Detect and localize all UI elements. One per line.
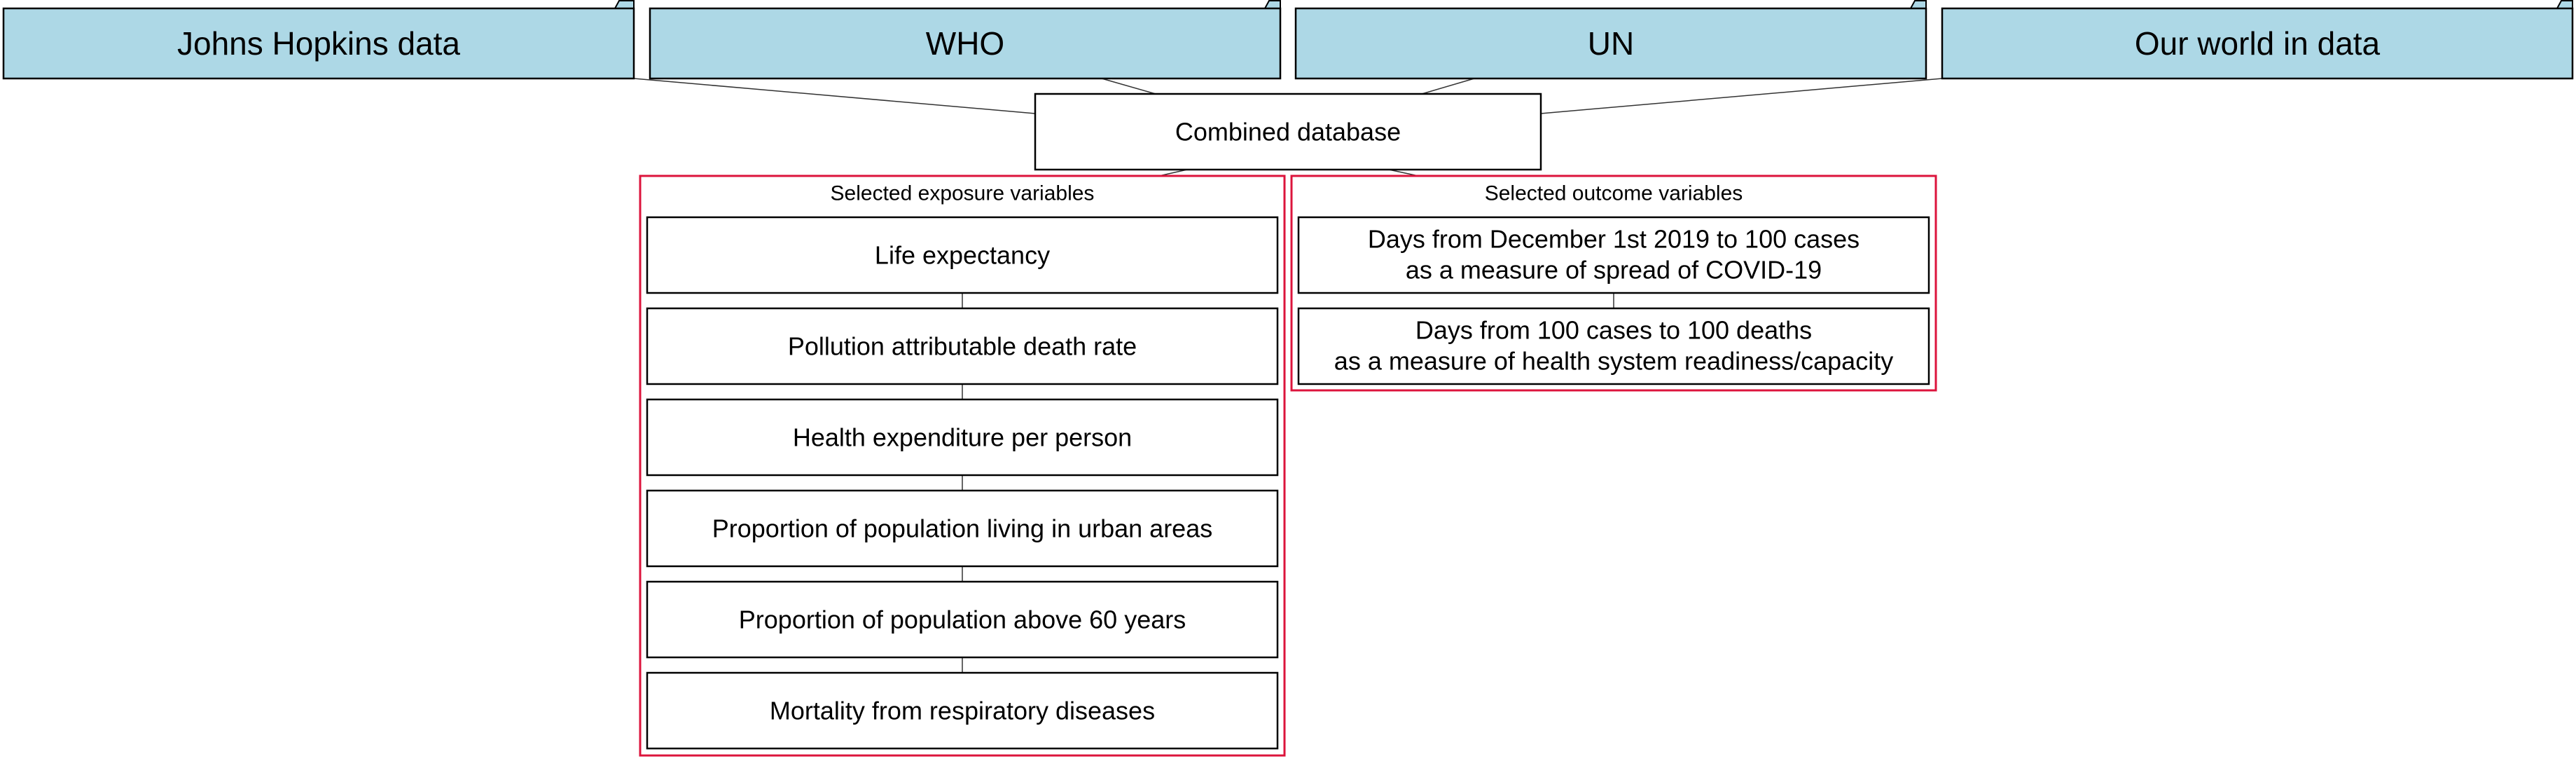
connector-jhu-combined	[633, 78, 1036, 114]
exposure-group-title: Selected exposure variables	[831, 182, 1095, 205]
variable-box-frame	[646, 307, 1279, 385]
exposure-variable-box: Mortality from respiratory diseases	[646, 671, 1279, 750]
exposure-variable-box: Life expectancy	[646, 216, 1279, 294]
outcome-variable-box: Days from 100 cases to 100 deaths as a m…	[1297, 307, 1930, 385]
variable-box-frame	[646, 580, 1279, 659]
exposure-group-border	[639, 175, 1286, 757]
variable-label: Pollution attributable death rate	[788, 332, 1137, 361]
source-box	[1294, 7, 1927, 80]
exposure-variable-box: Health expenditure per person	[646, 398, 1279, 477]
source-owid: Our world in data	[1941, 0, 2574, 80]
variable-label: Proportion of population living in urban…	[712, 514, 1212, 543]
folder-tab	[2556, 0, 2573, 9]
source-box	[649, 7, 1282, 80]
outcome-items: Days from December 1st 2019 to 100 cases…	[1297, 216, 1930, 385]
variable-label-line-2: as a measure of spread of COVID-19	[1406, 256, 1822, 285]
variable-box-frame	[646, 671, 1279, 750]
variable-box-frame	[1297, 216, 1930, 294]
variable-box-frame	[1297, 307, 1930, 385]
source-un: UN	[1294, 0, 1927, 80]
exposure-variables-group: Selected exposure variables Life expecta…	[639, 175, 1286, 757]
exposure-variable-box: Proportion of population above 60 years	[646, 580, 1279, 659]
source-label: UN	[1588, 25, 1634, 62]
exposure-variable-box: Pollution attributable death rate	[646, 307, 1279, 385]
combined-database-node: Combined database	[1034, 93, 1542, 171]
variable-label-line-2: as a measure of health system readiness/…	[1334, 347, 1893, 376]
connectors	[633, 78, 1943, 673]
variable-label: Health expenditure per person	[793, 423, 1132, 452]
source-label: WHO	[926, 25, 1004, 62]
variable-label: Proportion of population above 60 years	[739, 606, 1186, 634]
exposure-items: Life expectancy Pollution attributable d…	[646, 216, 1279, 750]
source-box	[1941, 7, 2574, 80]
folder-tab	[614, 0, 635, 9]
source-box	[2, 7, 635, 80]
source-label: Our world in data	[2135, 25, 2381, 62]
variable-label-line-1: Days from 100 cases to 100 deaths	[1415, 316, 1812, 345]
outcome-variable-box: Days from December 1st 2019 to 100 cases…	[1297, 216, 1930, 294]
variable-label: Mortality from respiratory diseases	[770, 697, 1155, 725]
combined-database-label: Combined database	[1175, 118, 1401, 146]
source-label: Johns Hopkins data	[177, 25, 460, 62]
variable-box-frame	[646, 216, 1279, 294]
exposure-variable-box: Proportion of population living in urban…	[646, 489, 1279, 568]
outcome-group-title: Selected outcome variables	[1485, 182, 1743, 205]
variable-label-line-1: Days from December 1st 2019 to 100 cases	[1368, 225, 1860, 254]
source-jhu: Johns Hopkins data	[2, 0, 635, 80]
outcome-variables-group: Selected outcome variables Days from Dec…	[1290, 175, 1937, 392]
source-who: WHO	[649, 0, 1282, 80]
variable-box-frame	[646, 398, 1279, 477]
connector-who-combined	[1101, 78, 1156, 95]
outcome-group-border	[1290, 175, 1937, 392]
connector-un-combined	[1421, 78, 1475, 95]
folder-tab	[1263, 0, 1281, 9]
connector-owid-combined	[1540, 78, 1943, 114]
variable-label: Life expectancy	[875, 241, 1050, 270]
folder-tab	[1909, 0, 1927, 9]
variable-box-frame	[646, 489, 1279, 568]
combined-database-box	[1034, 93, 1542, 171]
